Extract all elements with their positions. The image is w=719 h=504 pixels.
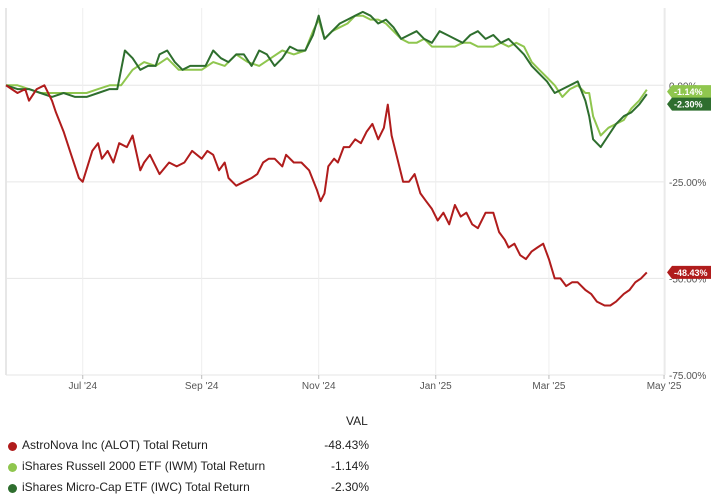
series-line-1	[6, 14, 648, 137]
value-tag-1	[667, 85, 711, 99]
y-tick-label: -50.00%	[669, 274, 706, 285]
x-tick-label: Jul '24	[68, 381, 97, 392]
value-tag-label: -2.30%	[674, 100, 703, 110]
x-tick-label: Sep '24	[185, 381, 219, 392]
legend-entry-value: -48.43%	[324, 438, 369, 452]
value-tag-0	[667, 265, 711, 279]
y-tick-label: -25.00%	[669, 178, 706, 189]
legend-entry-iwc[interactable]: iShares Micro-Cap ETF (IWC) Total Return…	[0, 480, 719, 498]
legend-entry-iwm[interactable]: iShares Russell 2000 ETF (IWM) Total Ret…	[0, 459, 719, 477]
legend-entry-value: -2.30%	[330, 480, 369, 494]
legend-entry-alot[interactable]: AstroNova Inc (ALOT) Total Return -48.43…	[0, 438, 719, 456]
legend-entry-name: AstroNova Inc (ALOT) Total Return	[22, 438, 208, 452]
y-tick-label: -75.00%	[669, 371, 706, 382]
value-tag-2	[667, 97, 711, 111]
value-tag-label: -48.43%	[674, 268, 708, 278]
legend-entry-name: iShares Micro-Cap ETF (IWC) Total Return	[22, 480, 250, 494]
x-tick-label: Mar '25	[532, 381, 565, 392]
legend-value-header: VAL	[346, 414, 368, 428]
value-tag-label: -1.14%	[674, 87, 703, 97]
legend-dot-icon	[8, 484, 17, 493]
series-line-2	[5, 10, 648, 149]
legend-entry-name: iShares Russell 2000 ETF (IWM) Total Ret…	[22, 459, 266, 473]
legend-dot-icon	[8, 463, 17, 472]
x-tick-label: Jan '25	[420, 381, 452, 392]
x-tick-label: May '25	[647, 381, 682, 392]
x-tick-label: Nov '24	[302, 381, 336, 392]
series-line-0	[5, 84, 648, 307]
legend-dot-icon	[8, 442, 17, 451]
legend-entry-value: -1.14%	[330, 459, 369, 473]
